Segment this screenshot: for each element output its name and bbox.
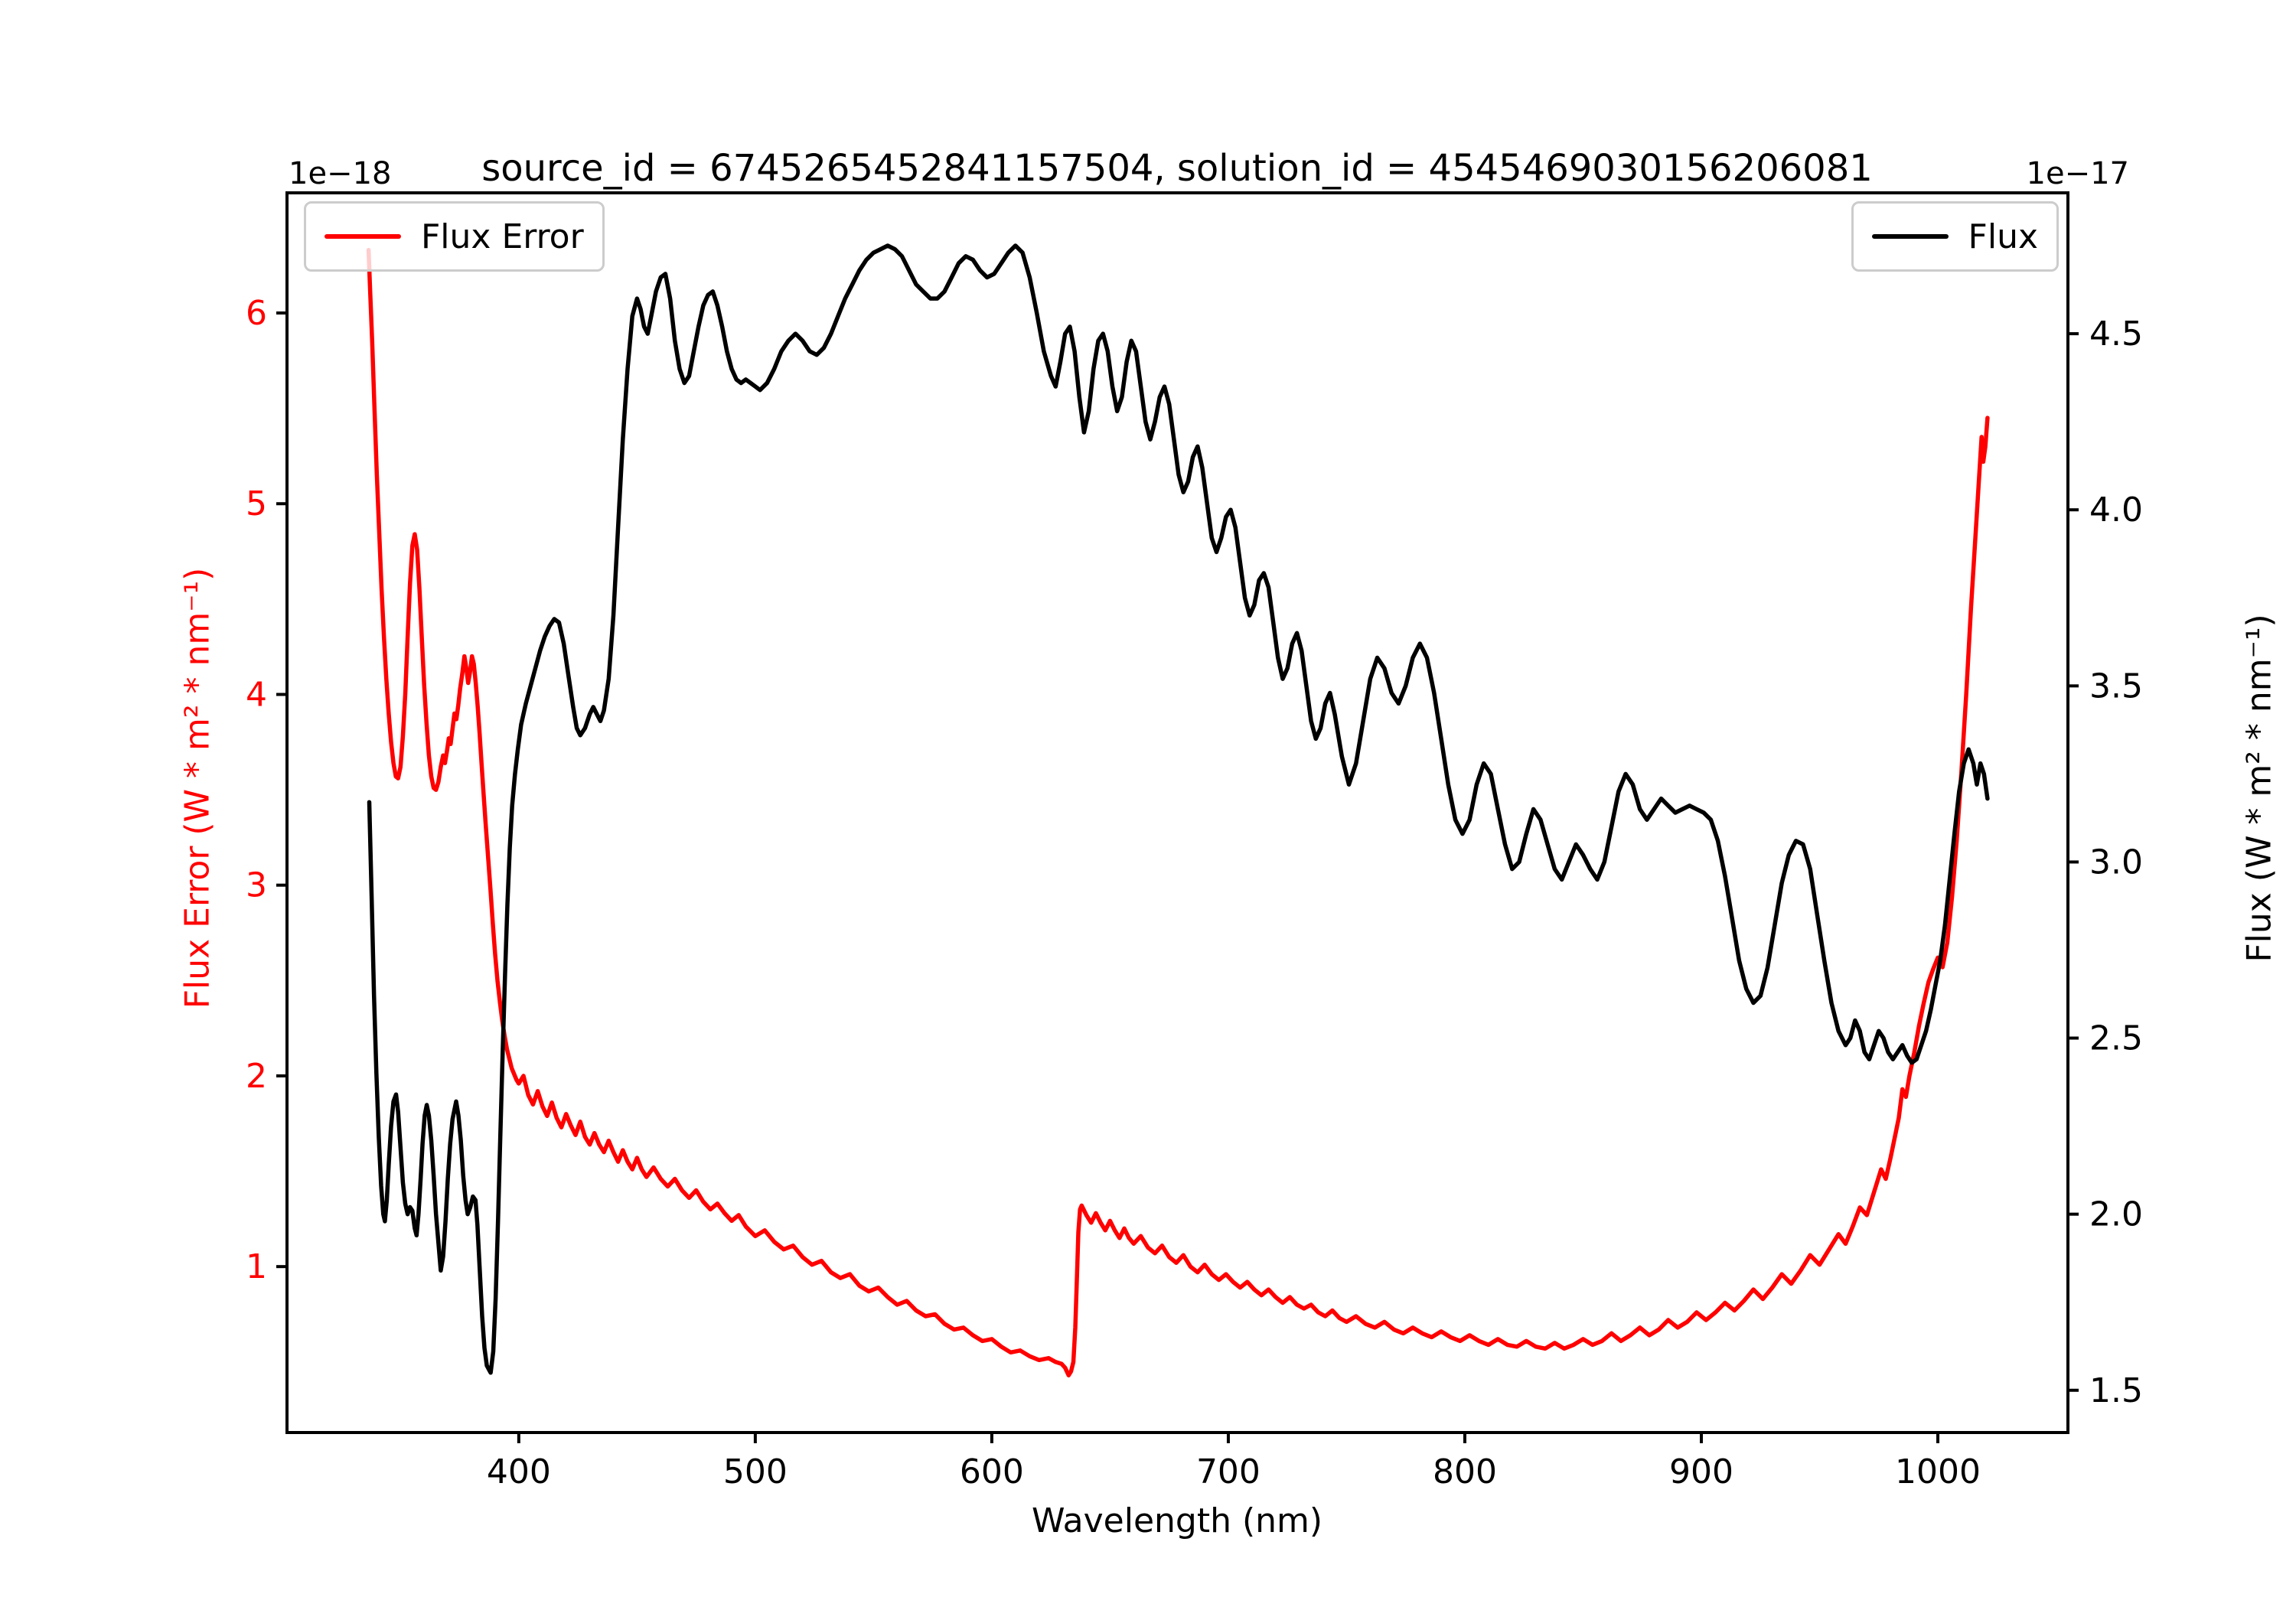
series-line-flux <box>367 243 1990 1375</box>
x-tick-label: 900 <box>1669 1452 1733 1491</box>
x-tick-label: 800 <box>1433 1452 1497 1491</box>
right-y-tick-label: 2.5 <box>2089 1019 2143 1058</box>
chart-title: source_id = 6745265452841157504, solutio… <box>481 147 1873 190</box>
left-y-tick-label: 5 <box>246 484 267 523</box>
x-tick-label: 500 <box>723 1452 788 1491</box>
right-axis-offset-text: 1e−17 <box>2026 156 2129 191</box>
left-axis-offset-text: 1e−18 <box>289 156 392 191</box>
curves <box>366 243 1990 1377</box>
left-y-tick-label: 6 <box>246 294 267 333</box>
left-y-tick-label: 1 <box>246 1247 267 1286</box>
x-tick-label: 700 <box>1196 1452 1261 1491</box>
flux-error-line-sample <box>325 234 401 239</box>
legend-flux: Flux <box>1851 201 2059 272</box>
left-y-tick-label: 3 <box>246 866 267 905</box>
tick-labels: 400 500 600 700 800 900 1000 1 2 3 4 5 6 1.5 2.0 2.5 3.0… <box>246 294 2143 1491</box>
plot-frame <box>285 191 2069 1434</box>
legend-flux-error-label: Flux Error <box>421 217 584 256</box>
right-y-tick-label: 2.0 <box>2089 1195 2143 1234</box>
left-y-tick-label: 2 <box>246 1057 267 1096</box>
x-tick-label: 400 <box>487 1452 551 1491</box>
right-y-tick-label: 4.5 <box>2089 315 2143 354</box>
legend-flux-error: Flux Error <box>304 201 605 272</box>
x-tick-label: 600 <box>960 1452 1024 1491</box>
x-tick-label: 1000 <box>1895 1452 1981 1491</box>
right-y-axis-label: Flux (W * m² * nm⁻¹) <box>2239 614 2279 963</box>
right-y-tick-label: 4.0 <box>2089 491 2143 530</box>
right-y-tick-label: 3.0 <box>2089 843 2143 882</box>
x-axis-label: Wavelength (nm) <box>1031 1501 1323 1540</box>
series-line-flux-error <box>366 248 1990 1377</box>
left-y-axis-label: Flux Error (W * m² * nm⁻¹) <box>178 567 217 1009</box>
right-y-tick-label: 3.5 <box>2089 667 2143 706</box>
flux-line-sample <box>1871 234 1949 239</box>
right-y-tick-label: 1.5 <box>2089 1371 2143 1410</box>
legend-flux-label: Flux <box>1968 217 2038 256</box>
left-y-tick-label: 4 <box>246 675 267 714</box>
tick-marks <box>276 311 2079 1443</box>
